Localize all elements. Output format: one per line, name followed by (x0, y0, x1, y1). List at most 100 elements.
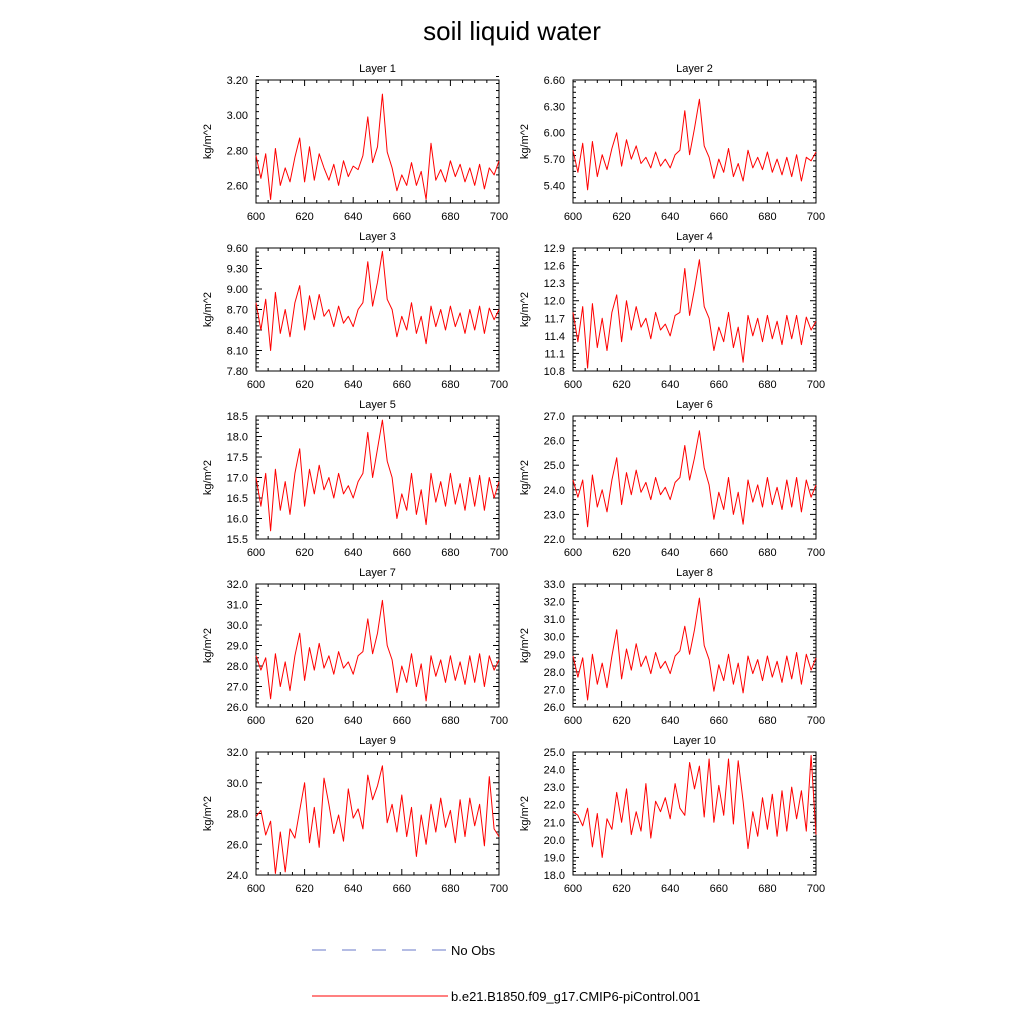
series-line (572, 259, 817, 369)
x-tick-label: 680 (441, 547, 459, 559)
legend-item-no-obs: No Obs (312, 943, 496, 958)
legend-label-control-run: b.e21.B1850.f09_g17.CMIP6-piControl.001 (451, 989, 700, 1004)
x-tick-label: 600 (564, 715, 582, 727)
y-axis-label: kg/m^2 (519, 292, 531, 327)
plot-frame (255, 415, 500, 540)
series-line (572, 98, 817, 191)
figure-title: soil liquid water (423, 16, 601, 46)
y-tick-label: 20.0 (544, 835, 565, 847)
x-tick-label: 600 (564, 547, 582, 559)
x-tick-label: 660 (710, 883, 728, 895)
y-tick-label: 7.80 (227, 366, 248, 378)
y-tick-label: 2.80 (227, 145, 248, 157)
series-line (255, 250, 500, 351)
y-tick-label: 8.10 (227, 346, 248, 358)
y-tick-label: 9.30 (227, 264, 248, 276)
y-axis-label: kg/m^2 (519, 460, 531, 495)
panel-title: Layer 5 (359, 399, 396, 411)
y-axis-label: kg/m^2 (519, 628, 531, 663)
y-tick-label: 29.0 (227, 641, 248, 653)
y-tick-label: 24.0 (227, 870, 248, 882)
y-tick-label: 12.6 (544, 261, 565, 273)
x-tick-label: 620 (295, 211, 313, 223)
panel-layer-10: Layer 10 kg/m^2 600 620 640 660 680 700 18.0 19.0… (519, 735, 825, 895)
panel-title: Layer 4 (676, 231, 713, 243)
series-line (255, 419, 500, 532)
y-tick-label: 27.0 (544, 411, 565, 423)
panels: Layer 1 kg/m^2 600 620 640 660 680 700 2.60 2.80 3… (202, 63, 825, 895)
x-tick-label: 620 (295, 715, 313, 727)
y-tick-label: 23.0 (544, 509, 565, 521)
y-tick-label: 5.70 (544, 154, 565, 166)
y-tick-label: 26.0 (227, 839, 248, 851)
x-tick-label: 660 (710, 547, 728, 559)
y-tick-label: 12.3 (544, 278, 565, 290)
x-tick-label: 640 (661, 547, 679, 559)
x-tick-label: 680 (441, 211, 459, 223)
x-tick-label: 660 (393, 883, 411, 895)
panel-title: Layer 2 (676, 63, 713, 75)
y-tick-label: 27.0 (544, 684, 565, 696)
x-tick-label: 700 (807, 379, 825, 391)
x-tick-label: 640 (661, 379, 679, 391)
panel-layer-2: Layer 2 kg/m^2 600 620 640 660 680 700 5.40 5.70 6… (519, 63, 825, 223)
y-tick-label: 28.0 (227, 661, 248, 673)
legend: No Obs b.e21.B1850.f09_g17.CMIP6-piContr… (312, 943, 700, 1004)
y-tick-label: 22.0 (544, 800, 565, 812)
y-axis-label: kg/m^2 (519, 124, 531, 159)
panel-layer-7: Layer 7 kg/m^2 600 620 640 660 680 700 26.0 27.0 2… (202, 567, 508, 727)
y-axis-label: kg/m^2 (202, 124, 214, 159)
panel-layer-5: Layer 5 kg/m^2 600 620 640 660 680 700 15.5 16.0 1… (202, 399, 508, 559)
y-tick-label: 21.0 (544, 817, 565, 829)
series-line (255, 93, 500, 200)
x-tick-label: 680 (758, 883, 776, 895)
y-tick-label: 31.0 (227, 600, 248, 612)
y-tick-label: 30.0 (227, 778, 248, 790)
series-line (255, 765, 500, 874)
y-tick-label: 30.0 (227, 620, 248, 632)
x-tick-label: 640 (344, 715, 362, 727)
x-tick-label: 600 (564, 379, 582, 391)
series-line (572, 430, 817, 528)
x-tick-label: 680 (758, 379, 776, 391)
y-axis-label: kg/m^2 (202, 292, 214, 327)
panel-title: Layer 10 (673, 735, 716, 747)
x-tick-label: 680 (758, 211, 776, 223)
y-tick-label: 27.0 (227, 682, 248, 694)
y-tick-label: 28.0 (544, 667, 565, 679)
panel-title: Layer 7 (359, 567, 396, 579)
series-line (572, 755, 817, 858)
plot-frame (255, 247, 500, 372)
plot-frame (572, 415, 817, 540)
x-tick-label: 620 (295, 379, 313, 391)
y-tick-label: 6.60 (544, 75, 565, 87)
x-tick-label: 620 (612, 715, 630, 727)
y-tick-label: 9.60 (227, 243, 248, 255)
y-axis-label: kg/m^2 (519, 796, 531, 831)
x-tick-label: 660 (710, 379, 728, 391)
y-tick-label: 29.0 (544, 649, 565, 661)
y-tick-label: 6.00 (544, 128, 565, 140)
y-tick-label: 26.0 (544, 702, 565, 714)
panel-title: Layer 3 (359, 231, 396, 243)
x-tick-label: 680 (758, 715, 776, 727)
x-tick-label: 700 (807, 715, 825, 727)
plot-frame (572, 79, 817, 204)
y-tick-label: 26.0 (227, 702, 248, 714)
x-tick-label: 600 (247, 715, 265, 727)
x-tick-label: 700 (490, 883, 508, 895)
x-tick-label: 640 (344, 883, 362, 895)
x-tick-label: 680 (758, 547, 776, 559)
y-tick-label: 18.0 (544, 870, 565, 882)
x-tick-label: 640 (344, 211, 362, 223)
panel-layer-9: Layer 9 kg/m^2 600 620 640 660 680 700 24.0 26.0 2… (202, 735, 508, 895)
y-tick-label: 11.4 (544, 331, 565, 343)
x-tick-label: 600 (247, 547, 265, 559)
y-tick-label: 25.0 (544, 460, 565, 472)
x-tick-label: 660 (393, 211, 411, 223)
y-tick-label: 32.0 (227, 579, 248, 591)
legend-label-no-obs: No Obs (451, 943, 496, 958)
y-tick-label: 23.0 (544, 782, 565, 794)
